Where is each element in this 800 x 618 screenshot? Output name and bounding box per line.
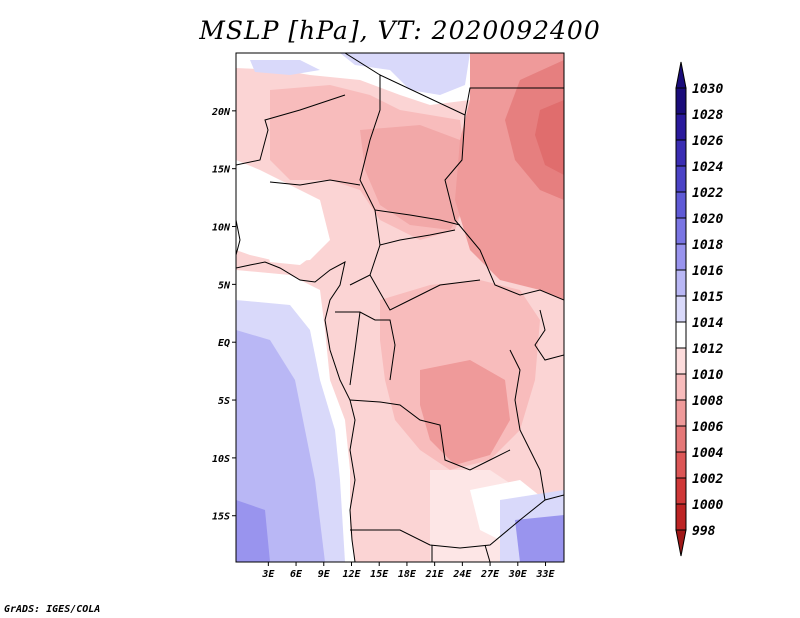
lon-tick-label: 30E xyxy=(508,569,528,580)
lat-tick-label: 15S xyxy=(212,512,230,523)
colorbar-label: 1012 xyxy=(692,342,723,357)
lon-tick-label: 3E xyxy=(261,569,275,580)
colorbar-label: 1000 xyxy=(692,498,723,513)
colorbar-label: 1010 xyxy=(692,368,723,383)
lon-tick-label: 33E xyxy=(535,569,555,580)
colorbar-swatch xyxy=(675,113,687,141)
lon-tick-label: 15E xyxy=(370,569,389,580)
colorbar-swatch xyxy=(675,425,687,453)
colorbar-swatch xyxy=(675,347,687,375)
colorbar: 1030 1028 1026 1024 1022 1020 1018 1016 1015 1014… xyxy=(675,61,723,557)
colorbar-label: 1018 xyxy=(692,238,723,253)
lat-tick-label: 10N xyxy=(212,223,231,234)
colorbar-swatch xyxy=(675,217,687,245)
longitude-axis: 3E 6E 9E 12E 15E 18E 21E 24E 27E 30E 33E xyxy=(261,562,556,580)
colorbar-top-arrow xyxy=(675,61,687,89)
pressure-field xyxy=(236,53,564,562)
colorbar-swatch xyxy=(675,139,687,167)
colorbar-label: 1026 xyxy=(692,134,723,149)
colorbar-swatch xyxy=(675,321,687,349)
colorbar-swatch xyxy=(675,399,687,427)
lon-tick-label: 18E xyxy=(398,569,417,580)
lon-tick-label: 27E xyxy=(480,569,500,580)
colorbar-swatch xyxy=(675,373,687,401)
colorbar-label: 1020 xyxy=(692,212,723,227)
lat-tick-label: 10S xyxy=(212,454,230,465)
lon-tick-label: 6E xyxy=(290,569,303,580)
colorbar-label: 1024 xyxy=(692,160,723,175)
colorbar-label: 1008 xyxy=(692,394,723,409)
lat-tick-label: 15N xyxy=(212,165,231,176)
colorbar-swatch xyxy=(675,269,687,297)
colorbar-label: 1014 xyxy=(692,316,723,331)
colorbar-swatch xyxy=(675,503,687,531)
lat-tick-label: 5S xyxy=(218,396,230,407)
map-title: MSLP [hPa], VT: 2020092400 xyxy=(199,16,601,45)
lat-tick-label: EQ xyxy=(218,338,230,349)
colorbar-swatch xyxy=(675,451,687,479)
lon-tick-label: 24E xyxy=(452,569,472,580)
lon-tick-label: 21E xyxy=(425,569,445,580)
colorbar-label: 998 xyxy=(692,524,716,539)
latitude-axis: 20N 15N 10N 5N EQ 5S 10S 15S xyxy=(211,107,236,523)
lon-tick-label: 12E xyxy=(342,569,361,580)
colorbar-swatch xyxy=(675,87,687,115)
colorbar-label: 1028 xyxy=(692,108,723,123)
colorbar-label: 1030 xyxy=(692,82,723,97)
map-frame xyxy=(235,52,565,563)
lon-tick-label: 9E xyxy=(318,569,331,580)
colorbar-swatch xyxy=(675,243,687,271)
colorbar-label: 1016 xyxy=(692,264,723,279)
colorbar-label: 1002 xyxy=(692,472,723,487)
colorbar-swatch xyxy=(675,191,687,219)
colorbar-label: 1022 xyxy=(692,186,723,201)
colorbar-bottom-arrow xyxy=(675,529,687,557)
colorbar-swatch xyxy=(675,477,687,505)
lat-tick-label: 5N xyxy=(218,280,231,291)
grads-credit: GrADS: IGES/COLA xyxy=(4,604,101,615)
colorbar-swatch xyxy=(675,165,687,193)
colorbar-label: 1015 xyxy=(692,290,723,305)
colorbar-label: 1004 xyxy=(692,446,723,461)
lat-tick-label: 20N xyxy=(211,107,231,118)
colorbar-label: 1006 xyxy=(692,420,723,435)
country-borders xyxy=(236,53,564,562)
colorbar-swatch xyxy=(675,295,687,323)
